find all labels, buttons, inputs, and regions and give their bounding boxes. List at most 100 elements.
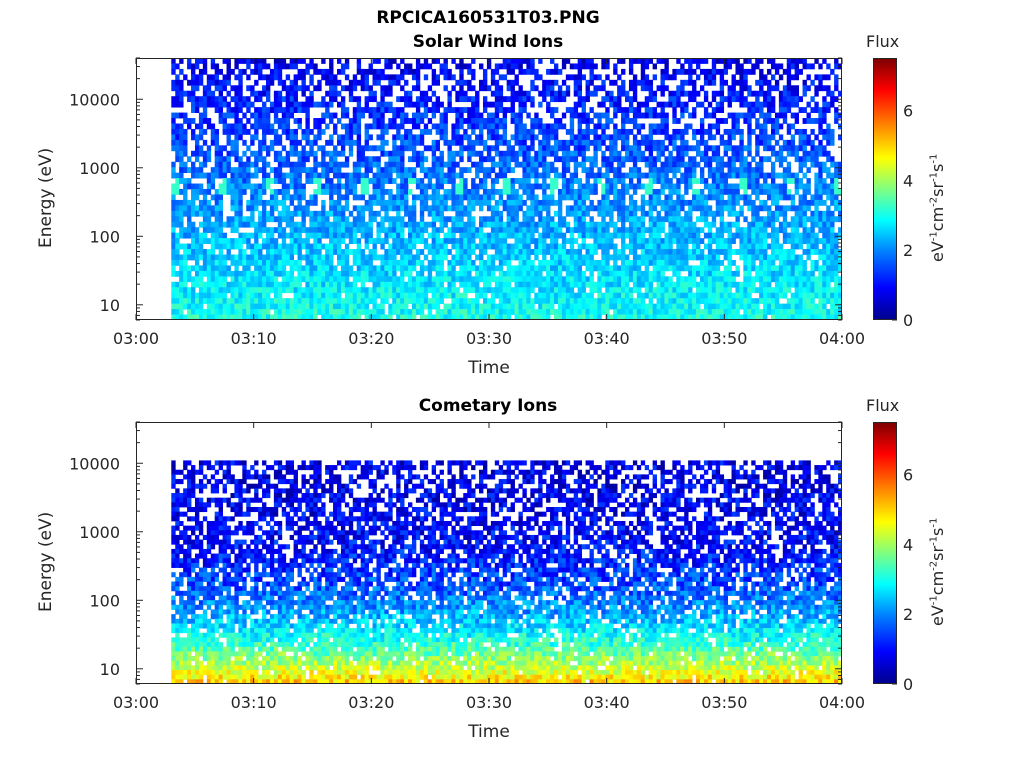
spectrogram-cell	[258, 254, 263, 261]
spectrogram-cell	[565, 303, 571, 310]
spectrogram-cell	[352, 249, 358, 255]
spectrogram-cell	[672, 156, 677, 163]
spectrogram-cell	[187, 90, 192, 97]
spectrogram-cell	[636, 298, 642, 305]
spectrogram-cell	[640, 156, 646, 163]
spectrogram-cell	[632, 96, 638, 103]
spectrogram-cell	[609, 265, 614, 272]
spectrogram-cell	[427, 276, 433, 283]
spectrogram-cell	[542, 199, 547, 206]
spectrogram-cell	[305, 150, 310, 157]
spectrogram-cell	[518, 96, 523, 103]
spectrogram-cell	[396, 123, 401, 130]
spectrogram-cell	[660, 287, 665, 294]
spectrogram-cell	[360, 85, 366, 92]
spectrogram-cell	[577, 292, 583, 299]
spectrogram-cell	[317, 227, 322, 234]
spectrogram-cell	[388, 101, 393, 108]
spectrogram-cell	[277, 59, 283, 64]
spectrogram-cell	[664, 167, 669, 174]
spectrogram-cell	[285, 101, 291, 108]
spectrogram-cell	[553, 123, 559, 130]
spectrogram-cell	[309, 59, 314, 64]
spectrogram-cell	[364, 259, 369, 266]
spectrogram-cell	[408, 172, 413, 179]
spectrogram-cell	[210, 287, 216, 294]
spectrogram-cell	[226, 249, 231, 255]
spectrogram-cell	[226, 101, 231, 108]
spectrogram-cell	[202, 232, 208, 239]
spectrogram-cell	[214, 314, 220, 319]
spectrogram-cell	[447, 178, 452, 184]
spectrogram-cell	[443, 134, 448, 141]
spectrogram-cell	[258, 210, 263, 217]
spectrogram-cell	[396, 107, 401, 113]
spectrogram-cell	[542, 259, 547, 266]
spectrogram-cell	[273, 134, 279, 141]
spectrogram-cell	[617, 254, 622, 261]
spectrogram-cell	[202, 96, 208, 103]
spectrogram-cell	[534, 178, 539, 184]
spectrogram-cell	[404, 292, 409, 299]
spectrogram-cell	[262, 216, 267, 223]
spectrogram-cell	[565, 178, 571, 184]
spectrogram-cell	[392, 309, 397, 315]
spectrogram-cell	[179, 189, 184, 195]
spectrogram-cell	[510, 96, 515, 103]
spectrogram-cell	[455, 238, 460, 244]
spectrogram-cell	[431, 205, 437, 212]
spectrogram-cell	[337, 90, 342, 97]
spectrogram-cell	[254, 96, 259, 103]
spectrogram-cell	[234, 216, 239, 223]
spectrogram-cell	[581, 232, 586, 239]
spectrogram-cell	[321, 292, 326, 299]
spectrogram-cell	[656, 254, 661, 261]
spectrogram-cell	[435, 74, 440, 81]
spectrogram-cell	[329, 243, 334, 250]
spectrogram-cell	[577, 118, 583, 124]
spectrogram-cell	[490, 270, 496, 277]
spectrogram-cell	[258, 243, 263, 250]
spectrogram-cell	[340, 139, 346, 146]
spectrogram-cell	[455, 303, 460, 310]
spectrogram-cell	[281, 156, 287, 163]
spectrogram-cell	[546, 281, 551, 288]
spectrogram-cell	[415, 112, 421, 119]
spectrogram-cell	[352, 232, 358, 239]
spectrogram-cell	[593, 150, 598, 157]
spectrogram-cell	[621, 259, 626, 266]
spectrogram-cell	[640, 270, 646, 277]
spectrogram-cell	[348, 118, 354, 124]
spectrogram-cell	[202, 68, 208, 75]
spectrogram-cell	[479, 134, 484, 141]
spectrogram-cell	[632, 139, 638, 146]
spectrogram-cell	[435, 270, 440, 277]
spectrogram-cell	[265, 309, 271, 315]
spectrogram-cell	[439, 238, 444, 244]
spectrogram-cell	[329, 68, 334, 75]
spectrogram-cell	[202, 281, 208, 288]
spectrogram-cell	[455, 216, 460, 223]
spectrogram-cell	[550, 128, 555, 135]
spectrogram-cell	[510, 134, 515, 141]
spectrogram-cell	[273, 287, 279, 294]
spectrogram-cell	[447, 101, 452, 108]
spectrogram-cell	[293, 145, 298, 152]
spectrogram-cell	[360, 156, 366, 163]
spectrogram-cell	[530, 145, 535, 152]
spectrogram-cell	[419, 227, 425, 234]
spectrogram-cell	[277, 270, 283, 277]
spectrogram-cell	[621, 199, 626, 206]
spectrogram-cell	[648, 216, 654, 223]
spectrogram-cell	[242, 216, 247, 223]
spectrogram-cell	[313, 303, 318, 310]
spectrogram-cell	[431, 303, 437, 310]
spectrogram-cell	[285, 221, 291, 228]
spectrogram-cell	[250, 216, 255, 223]
spectrogram-cell	[419, 221, 425, 228]
spectrogram-cell	[565, 270, 571, 277]
spectrogram-cell	[494, 101, 500, 108]
spectrogram-cell	[344, 194, 350, 201]
spectrogram-cell	[226, 221, 231, 228]
spectrogram-cell	[502, 232, 508, 239]
